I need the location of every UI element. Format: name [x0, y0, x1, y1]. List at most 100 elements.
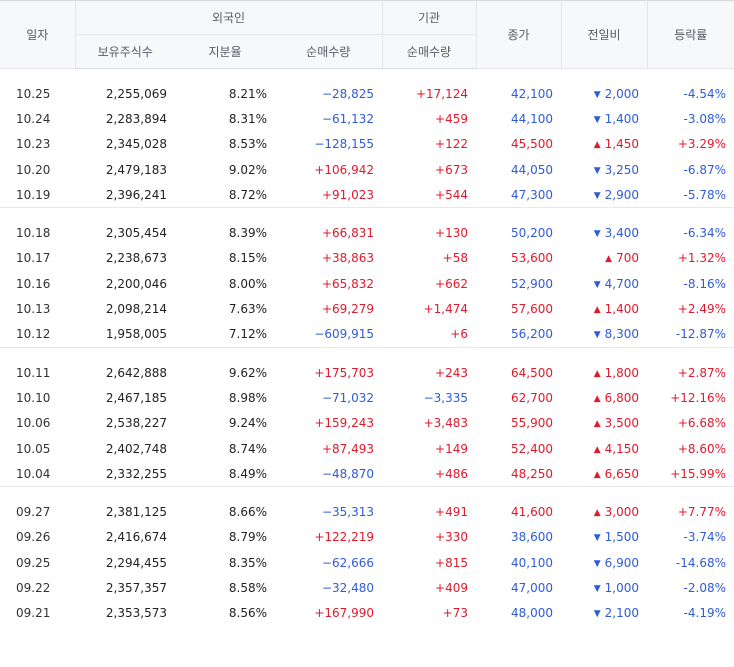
cell-share-ratio: 8.53% — [175, 132, 275, 157]
triangle-down-icon: ▼ — [593, 558, 601, 569]
cell-rate: +7.77% — [647, 499, 734, 524]
cell-close: 64,500 — [476, 360, 561, 385]
cell-share-ratio-value: 8.66% — [228, 505, 267, 520]
cell-change: ▲ 6,650 — [561, 461, 647, 487]
cell-share-ratio: 8.31% — [175, 106, 275, 131]
cell-change: ▼ 2,100 — [561, 601, 647, 626]
cell-date: 09.22 — [0, 575, 75, 600]
cell-share-ratio-value: 8.00% — [228, 276, 267, 291]
cell-date-value: 10.11 — [16, 365, 51, 380]
cell-inst-net-value: +6 — [450, 327, 468, 342]
separator-cell — [0, 346, 734, 360]
cell-inst-net: +409 — [382, 575, 476, 600]
table-row: 10.13 2,098,214 7.63% +69,279 +1,474 57,600 ▲ 1… — [0, 296, 734, 321]
cell-change-value: 6,650 — [604, 466, 639, 481]
cell-share-ratio: 8.74% — [175, 436, 275, 461]
cell-rate-value: +2.49% — [677, 302, 726, 317]
cell-date-value: 10.20 — [16, 162, 51, 177]
cell-share-ratio-value: 9.24% — [228, 416, 267, 431]
cell-date-value: 09.22 — [16, 580, 51, 595]
cell-foreign-net: +65,832 — [275, 271, 382, 296]
table-row: 09.27 2,381,125 8.66% −35,313 +491 41,600 ▲ 3,0… — [0, 499, 734, 524]
cell-close-value: 41,600 — [511, 505, 553, 520]
cell-foreign-net-value: −61,132 — [321, 111, 374, 126]
cell-change-value: 1,500 — [604, 530, 639, 545]
cell-change: ▼ 3,400 — [561, 220, 647, 245]
cell-foreign-net: −62,666 — [275, 550, 382, 575]
cell-date-value: 10.16 — [16, 276, 51, 291]
cell-inst-net-value: +17,124 — [415, 86, 468, 101]
cell-change-value: 2,000 — [604, 86, 639, 101]
cell-foreign-net-value: −62,666 — [321, 555, 374, 570]
cell-rate-value: -4.19% — [683, 606, 726, 621]
cell-share-ratio: 7.63% — [175, 296, 275, 321]
cell-holdings-value: 2,538,227 — [105, 416, 167, 431]
cell-foreign-net-value: −71,032 — [321, 390, 374, 405]
cell-foreign-net: +87,493 — [275, 436, 382, 461]
cell-change-value: 1,400 — [604, 302, 639, 317]
cell-close: 48,250 — [476, 461, 561, 487]
cell-foreign-net-value: +65,832 — [321, 276, 374, 291]
table-row: 10.24 2,283,894 8.31% −61,132 +459 44,100 ▼ 1,4… — [0, 106, 734, 131]
cell-change: ▼ 8,300 — [561, 322, 647, 348]
cell-date: 10.25 — [0, 81, 75, 106]
cell-holdings-value: 2,416,674 — [105, 530, 167, 545]
cell-inst-net-value: +149 — [435, 441, 468, 456]
cell-share-ratio: 9.62% — [175, 360, 275, 385]
cell-change-value: 3,250 — [604, 162, 639, 177]
cell-date-value: 10.18 — [16, 226, 51, 241]
cell-change: ▲ 1,400 — [561, 296, 647, 321]
cell-share-ratio: 8.49% — [175, 461, 275, 487]
cell-date-value: 10.04 — [16, 466, 51, 481]
cell-holdings-value: 2,345,028 — [105, 137, 167, 152]
cell-close-value: 48,000 — [511, 606, 553, 621]
triangle-down-icon: ▼ — [593, 229, 601, 240]
cell-inst-net-value: +491 — [435, 505, 468, 520]
cell-rate: -4.19% — [647, 601, 734, 626]
triangle-up-icon: ▲ — [593, 444, 601, 455]
cell-share-ratio: 8.58% — [175, 575, 275, 600]
separator-cell — [0, 68, 734, 81]
triangle-down-icon: ▼ — [593, 583, 601, 594]
table-body: 10.25 2,255,069 8.21% −28,825 +17,124 42,100 ▼… — [0, 68, 734, 626]
cell-foreign-net-value: −28,825 — [321, 86, 374, 101]
cell-rate-value: -5.78% — [683, 187, 726, 202]
cell-change: ▲ 3,500 — [561, 411, 647, 436]
cell-change-value: 3,400 — [604, 226, 639, 241]
cell-change-value: 1,800 — [604, 365, 639, 380]
cell-date: 10.23 — [0, 132, 75, 157]
cell-change-value: 6,800 — [604, 390, 639, 405]
cell-holdings: 2,396,241 — [75, 182, 175, 208]
cell-date: 09.21 — [0, 601, 75, 626]
cell-foreign-net-value: +159,243 — [314, 416, 374, 431]
cell-date-value: 09.27 — [16, 505, 51, 520]
cell-inst-net-value: +815 — [435, 555, 468, 570]
cell-foreign-net: +69,279 — [275, 296, 382, 321]
cell-rate-value: -14.68% — [675, 555, 726, 570]
cell-date-value: 09.25 — [16, 555, 51, 570]
cell-foreign-net-value: −609,915 — [314, 327, 374, 342]
cell-rate: -14.68% — [647, 550, 734, 575]
cell-change: ▲ 700 — [561, 246, 647, 271]
cell-share-ratio: 9.24% — [175, 411, 275, 436]
separator-cell — [0, 486, 734, 500]
cell-close-value: 55,900 — [511, 416, 553, 431]
cell-change: ▲ 3,000 — [561, 499, 647, 524]
cell-close: 40,100 — [476, 550, 561, 575]
cell-foreign-net-value: +87,493 — [321, 441, 374, 456]
triangle-up-icon: ▲ — [593, 419, 601, 430]
cell-share-ratio-value: 8.79% — [228, 530, 267, 545]
cell-date: 10.11 — [0, 360, 75, 385]
cell-foreign-net-value: −32,480 — [321, 580, 374, 595]
header-foreign-net: 순매수량 — [275, 34, 382, 69]
cell-foreign-net: +106,942 — [275, 157, 382, 182]
cell-share-ratio-value: 9.02% — [228, 162, 267, 177]
cell-rate: +15.99% — [647, 461, 734, 487]
cell-rate: +1.32% — [647, 246, 734, 271]
cell-date-value: 10.06 — [16, 416, 51, 431]
cell-close: 56,200 — [476, 322, 561, 348]
cell-date: 09.26 — [0, 525, 75, 550]
triangle-down-icon: ▼ — [593, 89, 601, 100]
cell-inst-net: +243 — [382, 360, 476, 385]
cell-rate-value: +12.16% — [670, 390, 726, 405]
